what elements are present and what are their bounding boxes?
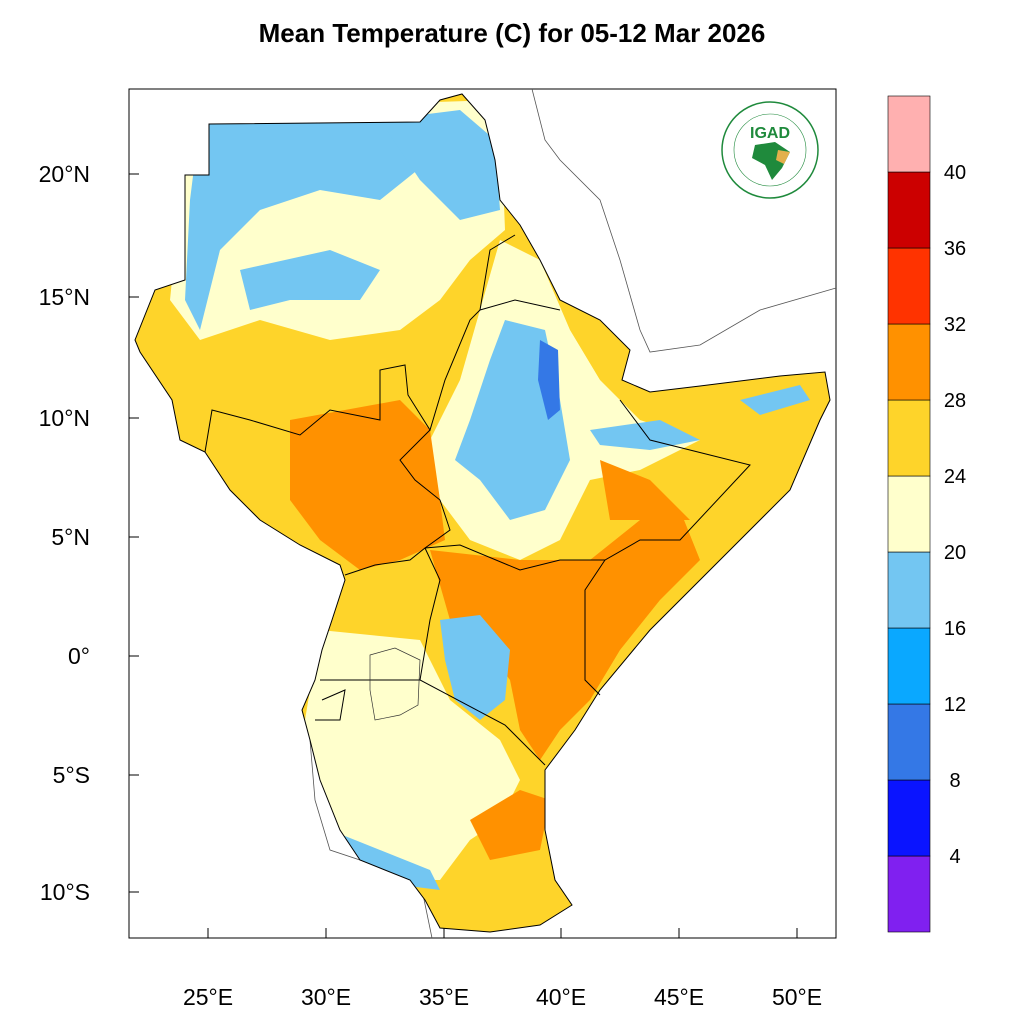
colorbar-swatch bbox=[887, 855, 931, 933]
colorbar-label: 36 bbox=[944, 238, 966, 260]
lon-tick: 50°E bbox=[772, 984, 822, 1010]
field-16-20-horn bbox=[740, 385, 810, 415]
field-16-20-red-sea-hills bbox=[380, 110, 500, 220]
colorbar-label: 8 bbox=[949, 770, 960, 792]
field-28-32-coast-tz bbox=[470, 790, 550, 860]
lon-tick: 45°E bbox=[654, 984, 704, 1010]
field-16-20-central bbox=[240, 250, 380, 310]
colorbar-swatch bbox=[887, 551, 931, 629]
map-title: Mean Temperature (C) for 05-12 Mar 2026 bbox=[258, 18, 766, 48]
colorbar-label: 32 bbox=[944, 314, 966, 336]
lat-tick: 0° bbox=[68, 643, 90, 669]
axis-ticks bbox=[129, 173, 798, 938]
lat-tick: 10°S bbox=[40, 879, 90, 905]
colorbar-swatch bbox=[887, 779, 931, 857]
colorbar-label: 4 bbox=[949, 846, 960, 868]
field-28-32-kenya-somalia bbox=[430, 510, 700, 760]
logo-text: IGAD bbox=[750, 125, 790, 142]
field-28-32-south-sudan bbox=[290, 400, 445, 570]
lat-tick: 5°N bbox=[51, 524, 90, 550]
colorbar-swatch bbox=[887, 171, 931, 249]
lat-tick: 20°N bbox=[39, 161, 90, 187]
lon-tick: 30°E bbox=[301, 984, 351, 1010]
lon-tick: 35°E bbox=[419, 984, 469, 1010]
colorbar-swatch bbox=[887, 95, 931, 173]
colorbar-swatch bbox=[887, 247, 931, 325]
colorbar-label: 24 bbox=[944, 466, 966, 488]
colorbar-swatch bbox=[887, 323, 931, 401]
colorbar-label: 28 bbox=[944, 390, 966, 412]
colorbar-swatch bbox=[887, 627, 931, 705]
lat-tick: 10°N bbox=[39, 405, 90, 431]
country-borders bbox=[204, 234, 751, 766]
colorbar-swatch bbox=[887, 399, 931, 477]
igad-logo: IGAD bbox=[721, 101, 819, 199]
lon-tick: 40°E bbox=[536, 984, 586, 1010]
colorbar-swatch bbox=[887, 475, 931, 553]
field-16-20-sahara bbox=[185, 120, 430, 330]
field-16-20-south bbox=[330, 830, 440, 890]
colorbar-label: 40 bbox=[944, 162, 966, 184]
colorbar-label: 16 bbox=[944, 618, 966, 640]
lon-tick: 25°E bbox=[183, 984, 233, 1010]
field-8-12-highlands bbox=[538, 340, 560, 420]
colorbar: 4 8 12 16 20 24 28 32 36 40 bbox=[887, 95, 966, 933]
colorbar-swatch bbox=[887, 703, 931, 781]
colorbar-label: 12 bbox=[944, 694, 966, 716]
colorbar-label: 20 bbox=[944, 542, 966, 564]
field-20-24-tanzania bbox=[305, 630, 520, 880]
lat-tick: 15°N bbox=[39, 284, 90, 310]
field-16-20-east bbox=[590, 420, 700, 450]
lake-victoria-outline bbox=[369, 647, 421, 721]
field-28-32-ogaden bbox=[600, 460, 690, 520]
lat-tick: 5°S bbox=[53, 762, 90, 788]
neighbor-coastline bbox=[531, 88, 837, 353]
field-16-20-kenya-highlands bbox=[440, 615, 510, 720]
